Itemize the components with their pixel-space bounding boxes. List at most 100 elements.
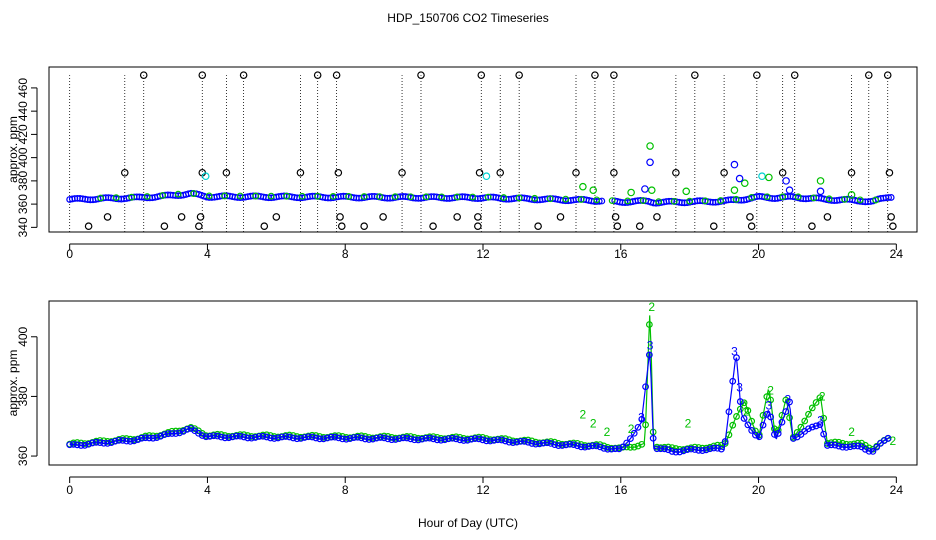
- marker-point: [139, 71, 148, 79]
- data-point: [128, 193, 136, 201]
- data-point: [736, 398, 744, 405]
- data-point: [706, 445, 714, 453]
- data-point: [543, 439, 551, 447]
- data-point: [623, 439, 631, 447]
- marker-point: [475, 168, 484, 177]
- data-point: [608, 445, 615, 453]
- data-point: [244, 434, 252, 442]
- data-point: [138, 434, 146, 442]
- data-point: [323, 434, 331, 442]
- data-point: [808, 404, 816, 412]
- y-axis-label: approx. ppm: [6, 350, 20, 417]
- data-point: [539, 439, 547, 447]
- series-digit-label: 3: [736, 380, 743, 394]
- data-point: [771, 431, 778, 438]
- marker-point: [579, 182, 587, 191]
- x-tick-label: 4: [204, 247, 211, 261]
- data-point: [176, 429, 183, 437]
- marker-point: [239, 71, 248, 79]
- data-point: [789, 435, 797, 442]
- data-point: [236, 432, 244, 440]
- data-point: [763, 393, 771, 401]
- marker-point: [332, 71, 341, 79]
- data-point: [520, 437, 528, 445]
- data-point: [645, 351, 653, 359]
- data-point: [638, 440, 646, 448]
- x-tick-label: 0: [66, 483, 73, 497]
- marker-point: [641, 185, 649, 193]
- y-axis-label: approx. ppm: [6, 116, 20, 183]
- data-point: [608, 197, 616, 205]
- data-point: [433, 436, 441, 444]
- data-point: [558, 442, 566, 449]
- data-point: [494, 436, 502, 444]
- data-point: [339, 435, 346, 443]
- data-point: [604, 445, 612, 453]
- marker-point: [790, 71, 799, 79]
- data-point: [619, 443, 627, 451]
- data-point: [308, 433, 316, 441]
- data-point: [483, 437, 490, 445]
- marker-point: [120, 168, 129, 177]
- data-point: [350, 434, 358, 442]
- marker-point: [474, 222, 482, 230]
- data-point: [373, 434, 380, 442]
- data-point: [259, 432, 267, 440]
- data-point: [701, 197, 709, 205]
- marker-point: [682, 187, 691, 196]
- data-point: [812, 399, 820, 406]
- x-tick-label: 24: [890, 483, 904, 497]
- data-point: [335, 434, 343, 442]
- data-point: [842, 443, 850, 451]
- data-point: [297, 435, 305, 442]
- data-point: [316, 435, 324, 443]
- data-point: [430, 435, 437, 443]
- data-point: [289, 434, 297, 442]
- data-point: [729, 377, 737, 385]
- data-point: [159, 192, 167, 199]
- data-point: [217, 433, 225, 441]
- marker-point: [646, 158, 654, 167]
- data-point: [320, 435, 327, 443]
- data-point: [686, 197, 694, 205]
- series-digit-label: 2: [848, 425, 855, 439]
- marker-point: [201, 172, 210, 181]
- data-point: [717, 445, 725, 453]
- data-point: [464, 436, 471, 444]
- data-point: [179, 427, 187, 435]
- series-digit-label: 2: [685, 416, 692, 430]
- data-point: [782, 396, 790, 404]
- data-point: [634, 423, 642, 431]
- series-digit-label: 2: [890, 434, 897, 448]
- data-point: [365, 434, 373, 441]
- x-tick-label: 8: [342, 247, 349, 261]
- marker-point: [589, 186, 598, 194]
- data-point: [546, 195, 554, 203]
- data-point: [157, 432, 165, 440]
- data-point: [293, 435, 301, 443]
- marker-point: [611, 213, 620, 221]
- data-point: [515, 194, 523, 202]
- marker-point: [778, 168, 787, 177]
- data-point: [388, 436, 396, 444]
- data-point: [153, 434, 161, 442]
- data-point: [729, 421, 737, 429]
- data-point: [471, 435, 479, 442]
- data-point: [104, 438, 111, 445]
- data-point: [825, 195, 833, 203]
- marker-point: [296, 168, 305, 177]
- data-point: [130, 437, 138, 445]
- data-point: [469, 193, 477, 201]
- series-digit-label: 3: [766, 398, 773, 412]
- marker-point: [635, 222, 644, 230]
- x-tick-label: 16: [614, 483, 628, 497]
- data-point: [298, 192, 306, 200]
- y-tick-label: 400: [16, 147, 30, 167]
- data-point: [77, 442, 85, 449]
- marker-point: [313, 71, 322, 79]
- data-point: [740, 399, 748, 407]
- series-digit-label: 3: [647, 339, 654, 353]
- data-point: [816, 421, 824, 429]
- data-point: [820, 430, 828, 438]
